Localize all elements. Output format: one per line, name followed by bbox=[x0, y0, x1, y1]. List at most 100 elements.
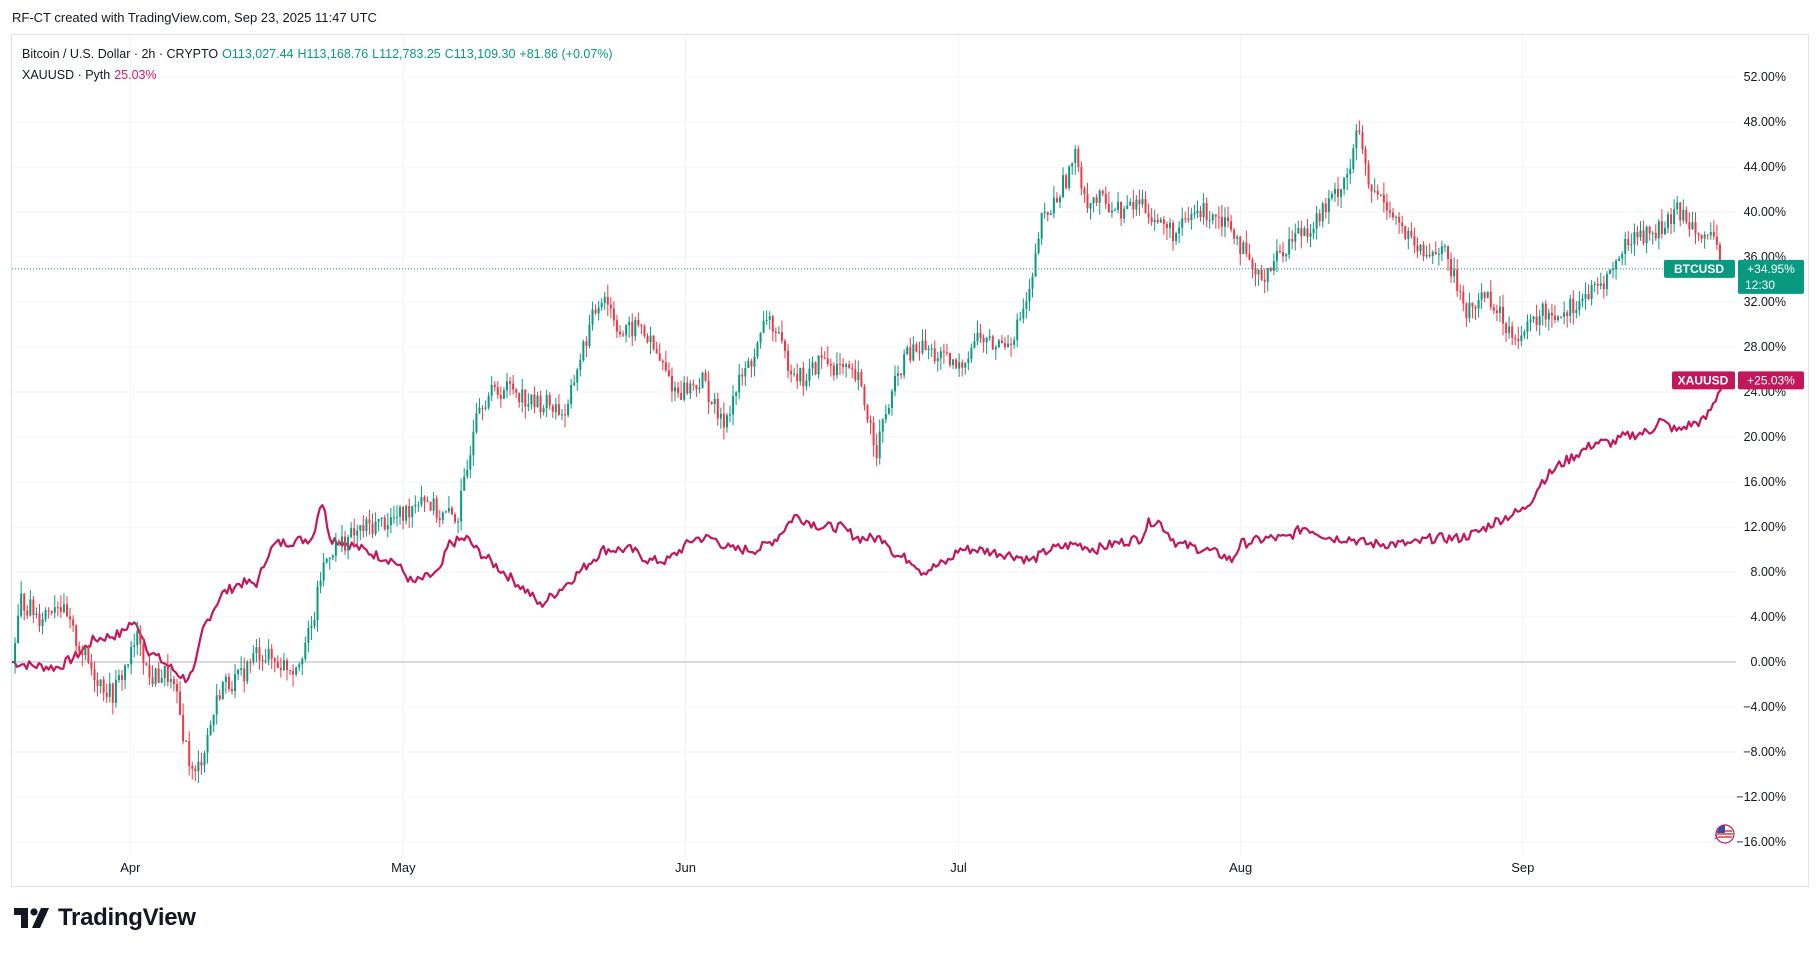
btc-candle-body bbox=[1352, 148, 1355, 169]
btc-candle-body bbox=[1624, 238, 1627, 255]
legend-row-compare[interactable]: XAUUSD · Pyth 25.03% bbox=[22, 65, 617, 86]
btc-candle-body bbox=[395, 516, 398, 518]
btc-candle-body bbox=[1227, 217, 1230, 222]
btc-candle-body bbox=[145, 663, 148, 666]
btc-candle-body bbox=[1376, 190, 1379, 195]
btc-candle-body bbox=[567, 403, 570, 416]
btc-candle-body bbox=[839, 363, 842, 365]
x-axis[interactable]: Apr May Jun Jul Aug Sep bbox=[120, 860, 1534, 875]
btc-candle-body bbox=[857, 372, 860, 381]
btc-candle-body bbox=[380, 517, 383, 520]
btc-candle-body bbox=[1447, 246, 1450, 259]
btc-candle-body bbox=[234, 674, 237, 692]
btc-candle-body bbox=[805, 380, 808, 387]
btc-candle-body bbox=[1337, 188, 1340, 197]
btc-candle-body bbox=[1120, 201, 1123, 219]
btc-symbol-tag[interactable] bbox=[1664, 259, 1735, 278]
us-flag-icon[interactable] bbox=[1713, 823, 1735, 845]
btc-candle-body bbox=[539, 395, 542, 413]
btc-candle-body bbox=[1312, 228, 1315, 233]
btc-candle-body bbox=[457, 521, 460, 523]
btc-candle-body bbox=[738, 374, 741, 393]
btc-candle-body bbox=[1691, 222, 1694, 230]
btc-candle-body bbox=[1223, 217, 1226, 227]
btc-candle-body bbox=[1324, 203, 1327, 213]
btc-candle-body bbox=[1285, 254, 1288, 257]
btc-candle-body bbox=[854, 369, 857, 381]
btc-candle-body bbox=[1660, 221, 1663, 235]
btc-candle-body bbox=[1242, 242, 1245, 255]
btc-value-tag[interactable] bbox=[1738, 259, 1804, 294]
btc-candle-body bbox=[258, 647, 261, 660]
btc-candle-body bbox=[1260, 269, 1263, 280]
tradingview-logo[interactable]: TradingView bbox=[14, 904, 196, 932]
btc-candle-body bbox=[1608, 269, 1611, 274]
xau-value-tag[interactable] bbox=[1738, 371, 1804, 390]
btc-candle-body bbox=[1425, 254, 1428, 257]
btc-candle-body bbox=[81, 651, 84, 656]
btc-candle-body bbox=[429, 502, 432, 511]
btc-candle-body bbox=[802, 367, 805, 387]
btc-candle-body bbox=[979, 332, 982, 338]
y-axis[interactable]: 52.00%48.00%44.00%40.00%36.00%32.00%28.0… bbox=[1736, 70, 1786, 849]
btc-candle-body bbox=[423, 497, 426, 502]
btc-candle-body bbox=[643, 326, 646, 337]
btc-candle-body bbox=[148, 665, 151, 678]
y-tick-label: 12.00% bbox=[1744, 520, 1786, 534]
btc-candle-body bbox=[441, 512, 444, 520]
btc-candle-body bbox=[1392, 212, 1395, 218]
btc-candle-body bbox=[1257, 269, 1260, 275]
btc-candle-body bbox=[1663, 227, 1666, 235]
btc-candle-body bbox=[499, 394, 502, 399]
btc-candle-body bbox=[1052, 197, 1055, 214]
btc-candle-body bbox=[777, 332, 780, 334]
btc-candle-body bbox=[1113, 209, 1116, 211]
btc-candle-body bbox=[1092, 197, 1095, 204]
btc-candle-body bbox=[1618, 258, 1621, 261]
tradingview-logo-icon bbox=[14, 908, 49, 928]
btc-candle-body bbox=[1162, 219, 1165, 224]
btc-candle-body bbox=[674, 387, 677, 392]
btc-candle-body bbox=[820, 355, 823, 359]
xau-symbol-tag[interactable] bbox=[1672, 371, 1735, 390]
btc-candle-body bbox=[860, 372, 863, 387]
legend-row-main[interactable]: Bitcoin / U.S. Dollar · 2h · CRYPTO O113,… bbox=[22, 44, 617, 65]
btc-candle-body bbox=[1016, 319, 1019, 341]
btc-candle-body bbox=[1346, 174, 1349, 178]
btc-candle-body bbox=[686, 382, 689, 394]
legend-change: +81.86 (+0.07%) bbox=[519, 47, 613, 61]
btc-candle-body bbox=[1410, 230, 1413, 236]
btc-candle-body bbox=[1492, 307, 1495, 311]
btc-candle-body bbox=[75, 625, 78, 646]
btc-candle-body bbox=[1468, 302, 1471, 319]
btc-candle-body bbox=[912, 344, 915, 361]
btc-candle-body bbox=[1715, 236, 1718, 245]
btc-candle-body bbox=[1502, 306, 1505, 324]
btc-candle-body bbox=[1074, 148, 1077, 164]
btc-candle-body bbox=[386, 525, 389, 530]
btc-candle-body bbox=[1557, 316, 1560, 320]
btc-candle-body bbox=[246, 661, 249, 682]
btc-candle-body bbox=[35, 613, 38, 616]
btc-candle-body bbox=[790, 370, 793, 375]
btc-candle-body bbox=[252, 653, 255, 662]
legend-high: H113,168.76 bbox=[297, 47, 369, 61]
btc-candle-body bbox=[1474, 306, 1477, 309]
btc-candle-body bbox=[799, 367, 802, 382]
btc-candle-body bbox=[1291, 239, 1294, 242]
btc-candle-body bbox=[1159, 219, 1162, 223]
btc-candle-body bbox=[1013, 340, 1016, 345]
btc-candle-body bbox=[133, 645, 136, 647]
btc-candle-body bbox=[1275, 251, 1278, 262]
legend-low: L112,783.25 bbox=[372, 47, 441, 61]
btc-candle-body bbox=[1040, 213, 1043, 239]
btc-candle-body bbox=[304, 642, 307, 659]
btc-candle-body bbox=[1217, 216, 1220, 218]
btc-candle-body bbox=[1422, 244, 1425, 257]
btc-candle-body bbox=[203, 752, 206, 766]
btc-candle-body bbox=[1670, 214, 1673, 225]
btc-candle-body bbox=[1630, 244, 1633, 246]
btc-candle-body bbox=[230, 689, 233, 692]
btc-candle-body bbox=[1318, 213, 1321, 222]
